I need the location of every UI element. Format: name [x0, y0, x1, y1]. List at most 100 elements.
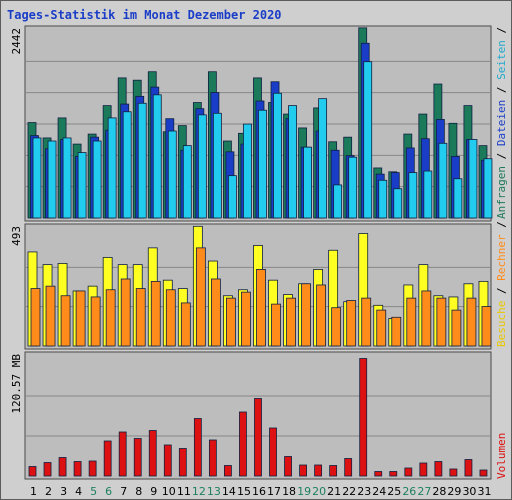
bar-volumen-day-22: [344, 458, 353, 477]
bar-seiten-day-28: [438, 142, 448, 219]
bar-volumen-day-3: [58, 457, 67, 477]
bar-volumen-day-28: [434, 461, 443, 477]
bar-volumen-day-29: [449, 468, 458, 477]
bar-rechner-day-31: [481, 306, 492, 347]
bar-seiten-day-16: [258, 109, 267, 219]
legend-label-volumen: Volumen: [495, 432, 508, 479]
x-axis-label-day-19: 19: [297, 485, 311, 498]
bar-rechner-day-23: [361, 297, 372, 347]
bar-seiten-day-30: [468, 139, 478, 219]
bar-rechner-day-19: [301, 283, 311, 347]
x-axis-label-day-21: 21: [327, 485, 341, 498]
bar-seiten-day-15: [243, 123, 252, 219]
x-axis-label-day-9: 9: [150, 485, 157, 498]
bar-rechner-day-11: [180, 302, 191, 347]
bar-seiten-day-26: [408, 172, 418, 219]
side-legend: Anfragen / Dateien / Seiten / Besuche / R…: [493, 25, 509, 485]
x-axis-label-day-2: 2: [45, 485, 52, 498]
x-axis-label-day-17: 17: [267, 485, 281, 498]
bar-volumen-day-6: [103, 440, 112, 477]
bar-seiten-day-29: [453, 178, 463, 219]
bar-rechner-day-27: [421, 290, 432, 347]
bar-rechner-day-7: [120, 278, 131, 347]
bar-volumen-day-9: [148, 430, 157, 477]
page-title: Tages-Statistik im Monat Dezember 2020: [7, 8, 282, 22]
x-axis-label-day-28: 28: [432, 485, 446, 498]
bar-rechner-day-2: [45, 285, 56, 347]
bar-rechner-day-30: [466, 297, 477, 347]
bar-seiten-day-9: [152, 94, 162, 219]
bar-volumen-day-16: [254, 398, 262, 477]
bar-volumen-day-14: [224, 465, 232, 477]
bar-seiten-day-10: [167, 130, 177, 219]
bar-rechner-day-21: [331, 307, 342, 347]
bar-seiten-day-14: [228, 175, 237, 219]
x-axis-label-day-1: 1: [30, 485, 37, 498]
bar-volumen-day-5: [88, 460, 97, 477]
y-axis-max-label: 120.57 MB: [10, 354, 23, 414]
bar-volumen-day-13: [208, 439, 217, 477]
x-axis-label-day-26: 26: [402, 485, 416, 498]
bar-seiten-day-13: [212, 112, 222, 219]
x-axis-label-day-27: 27: [417, 485, 431, 498]
bar-seiten-day-4: [77, 152, 87, 219]
bar-rechner-day-9: [150, 280, 161, 347]
bar-rechner-day-29: [451, 309, 462, 347]
x-axis-label-day-23: 23: [357, 485, 371, 498]
bar-seiten-day-19: [303, 146, 312, 219]
bar-volumen-day-4: [73, 461, 82, 477]
bar-seiten-day-27: [423, 170, 433, 219]
x-axis-label-day-15: 15: [237, 485, 251, 498]
bar-volumen-day-23: [359, 358, 368, 477]
bar-rechner-day-26: [406, 297, 417, 347]
bar-rechner-day-4: [75, 290, 86, 347]
legend-label-seiten: Seiten: [495, 40, 508, 80]
bar-rechner-day-16: [256, 269, 266, 347]
x-axis-label-day-22: 22: [342, 485, 356, 498]
bar-rechner-day-3: [60, 295, 71, 347]
bar-volumen-day-26: [404, 467, 413, 477]
x-axis-label-day-13: 13: [207, 485, 221, 498]
bar-rechner-day-1: [30, 288, 41, 347]
bar-volumen-day-31: [479, 469, 488, 477]
bar-seiten-day-5: [92, 140, 102, 219]
bar-rechner-day-15: [241, 291, 251, 347]
bar-seiten-day-20: [318, 98, 328, 219]
bar-seiten-day-6: [107, 117, 117, 219]
bar-volumen-day-19: [299, 464, 307, 477]
x-axis-label-day-5: 5: [90, 485, 97, 498]
bar-seiten-day-3: [62, 137, 72, 219]
bar-seiten-day-17: [273, 92, 282, 219]
legend-group-0: Anfragen / Dateien / Seiten /: [495, 27, 512, 219]
x-axis-label-day-14: 14: [222, 485, 236, 498]
y-axis-max-label: 493: [10, 226, 23, 246]
x-axis-label-day-12: 12: [192, 485, 206, 498]
bar-volumen-day-1: [28, 466, 37, 477]
x-axis-label-day-30: 30: [462, 485, 476, 498]
bar-rechner-day-12: [195, 247, 206, 347]
bar-seiten-day-31: [483, 158, 493, 219]
bar-seiten-day-22: [348, 156, 358, 219]
bar-rechner-day-28: [436, 297, 447, 347]
bar-rechner-day-13: [210, 278, 221, 347]
legend-separator: /: [495, 146, 508, 167]
bar-rechner-day-17: [271, 303, 281, 347]
x-axis-label-day-10: 10: [162, 485, 176, 498]
bar-volumen-day-24: [374, 471, 383, 477]
x-axis-label-day-16: 16: [252, 485, 266, 498]
bar-rechner-day-25: [391, 316, 402, 347]
legend-label-dateien: Dateien: [495, 99, 508, 147]
bar-volumen-day-27: [419, 462, 428, 477]
legend-separator: /: [495, 280, 508, 301]
x-axis-label-day-20: 20: [312, 485, 326, 498]
bar-seiten-day-8: [137, 102, 147, 219]
bar-seiten-day-24: [378, 179, 388, 219]
bar-seiten-day-1: [32, 137, 42, 219]
x-axis-label-day-8: 8: [135, 485, 142, 498]
legend-separator: /: [495, 26, 508, 41]
bar-volumen-day-30: [464, 459, 473, 477]
bar-rechner-day-14: [226, 297, 236, 347]
bar-volumen-day-7: [118, 431, 127, 477]
